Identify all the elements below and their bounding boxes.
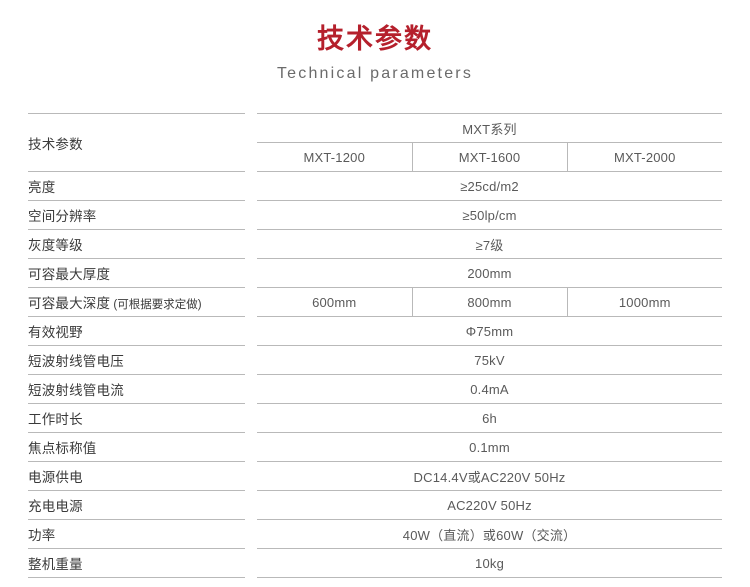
row-label-text: 电源供电 [28, 470, 83, 485]
row-label-text: 有效视野 [28, 325, 83, 340]
row-value-per-model: 600mm [257, 287, 413, 317]
row-value: ≥25cd/m2 [257, 171, 723, 201]
row-label: 短波射线管电流 [28, 374, 245, 404]
row-value: Φ75mm [257, 316, 723, 346]
table-row: 短波射线管电压 75kV [28, 345, 723, 375]
row-label: 充电电源 [28, 490, 245, 520]
row-label-text: 短波射线管电压 [28, 354, 124, 369]
column-header-model: MXT-1200 [257, 142, 413, 172]
title-block: 技术参数 Technical parameters [0, 0, 750, 86]
spec-table-container: 技术参数 MXT系列 MXT-1200 MXT-1600 MXT-2000 亮度 ≥25cd… [28, 113, 723, 578]
row-value: ≥50lp/cm [257, 200, 723, 230]
row-label: 灰度等级 [28, 229, 245, 259]
row-label-note: (可根据要求定做) [110, 299, 202, 311]
table-row: 整机重量 10kg [28, 548, 723, 578]
column-header-model: MXT-1600 [412, 142, 568, 172]
row-label: 可容最大深度 (可根据要求定做) [28, 287, 245, 317]
row-label: 可容最大厚度 [28, 258, 245, 288]
row-label: 工作时长 [28, 403, 245, 433]
column-gap [245, 491, 257, 520]
row-value: DC14.4V或AC220V 50Hz [257, 461, 723, 491]
column-header-series: MXT系列 [257, 113, 723, 143]
row-label: 电源供电 [28, 461, 245, 491]
table-row: 空间分辨率 ≥50lp/cm [28, 200, 723, 230]
table-row: 可容最大厚度 200mm [28, 258, 723, 288]
table-row: 焦点标称值 0.1mm [28, 432, 723, 462]
column-gap [245, 462, 257, 491]
row-label-text: 工作时长 [28, 412, 83, 427]
table-header-row-series: 技术参数 MXT系列 [28, 113, 723, 172]
page-subtitle-en: Technical parameters [276, 65, 474, 82]
row-label-text: 功率 [28, 528, 56, 543]
row-value: 75kV [257, 345, 723, 375]
column-gap [245, 259, 257, 288]
row-label-text: 充电电源 [28, 499, 83, 514]
row-label: 短波射线管电压 [28, 345, 245, 375]
row-label-text: 整机重量 [28, 557, 83, 572]
column-gap [245, 346, 257, 375]
column-header-model: MXT-2000 [567, 142, 723, 172]
row-label: 焦点标称值 [28, 432, 245, 462]
row-label: 空间分辨率 [28, 200, 245, 230]
row-value: 200mm [257, 258, 723, 288]
table-row: 工作时长 6h [28, 403, 723, 433]
column-gap [245, 172, 257, 201]
column-gap [245, 114, 257, 172]
table-row: 充电电源 AC220V 50Hz [28, 490, 723, 520]
column-gap [245, 288, 257, 317]
column-gap [245, 404, 257, 433]
row-value: 10kg [257, 548, 723, 578]
row-label-text: 亮度 [28, 180, 56, 195]
row-value: 0.4mA [257, 374, 723, 404]
column-gap [245, 201, 257, 230]
row-label-text: 可容最大厚度 [28, 267, 111, 282]
row-value: 6h [257, 403, 723, 433]
row-label-text: 短波射线管电流 [28, 383, 124, 398]
row-label: 整机重量 [28, 548, 245, 578]
table-row: 灰度等级 ≥7级 [28, 229, 723, 259]
column-gap [245, 230, 257, 259]
row-label: 功率 [28, 519, 245, 549]
row-label-text: 空间分辨率 [28, 209, 97, 224]
table-row: 功率 40W（直流）或60W（交流） [28, 519, 723, 549]
column-gap [245, 520, 257, 549]
row-value: 40W（直流）或60W（交流） [257, 519, 723, 549]
table-header-row-models: MXT-1200 MXT-1600 MXT-2000 [28, 142, 723, 172]
row-value-per-model: 1000mm [567, 287, 723, 317]
row-label: 有效视野 [28, 316, 245, 346]
column-gap [245, 549, 257, 578]
row-value: ≥7级 [257, 229, 723, 259]
table-row: 亮度 ≥25cd/m2 [28, 171, 723, 201]
column-gap [245, 317, 257, 346]
column-header-parameter: 技术参数 [28, 113, 245, 172]
row-value: 0.1mm [257, 432, 723, 462]
row-label: 亮度 [28, 171, 245, 201]
table-row: 短波射线管电流 0.4mA [28, 374, 723, 404]
column-gap [245, 375, 257, 404]
table-row: 电源供电 DC14.4V或AC220V 50Hz [28, 461, 723, 491]
row-label-text: 灰度等级 [28, 238, 83, 253]
row-label-text: 可容最大深度 [28, 296, 111, 311]
table-row: 可容最大深度 (可根据要求定做) 600mm 800mm 1000mm [28, 287, 723, 317]
row-label-text: 焦点标称值 [28, 441, 97, 456]
row-value-per-model: 800mm [412, 287, 568, 317]
row-value: AC220V 50Hz [257, 490, 723, 520]
column-gap [245, 433, 257, 462]
technical-parameters-table: 技术参数 MXT系列 MXT-1200 MXT-1600 MXT-2000 亮度 ≥25cd… [28, 113, 723, 578]
page-title-cn: 技术参数 [317, 24, 433, 54]
table-row: 有效视野 Φ75mm [28, 316, 723, 346]
